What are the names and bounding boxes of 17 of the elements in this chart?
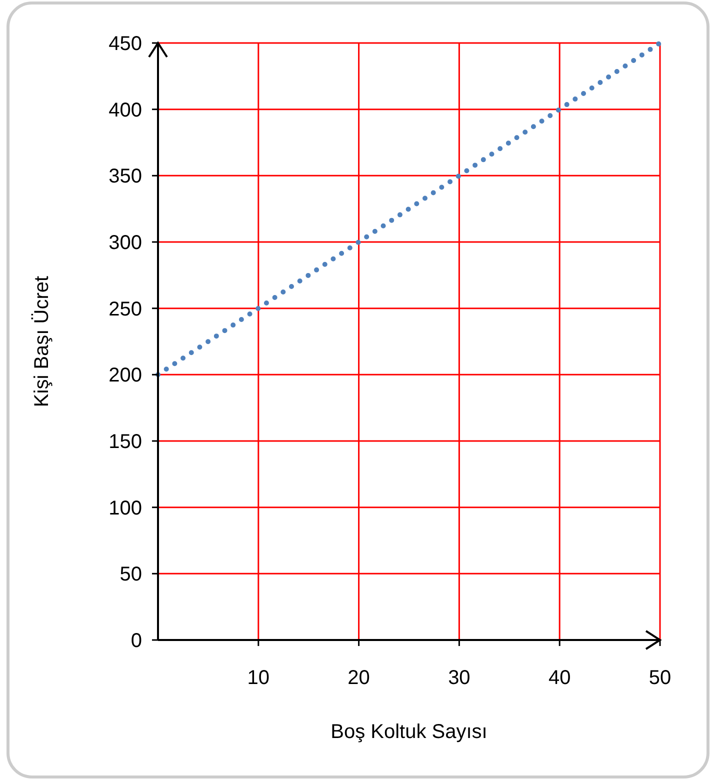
y-tick-label: 400 [108, 99, 142, 122]
y-tick-label: 350 [108, 166, 142, 188]
x-tick-label: 50 [648, 667, 672, 689]
y-tick-label: 150 [108, 431, 142, 453]
y-tick-label: 100 [108, 497, 142, 520]
x-tick-label: 10 [247, 667, 270, 689]
x-tick-label: 20 [348, 667, 370, 689]
y-axis-title: Kişi Başı Ücret [31, 275, 53, 408]
y-tick-label: 200 [108, 364, 142, 387]
x-tick-label: 40 [548, 667, 571, 689]
y-tick-label: 450 [108, 33, 142, 55]
x-tick-label: 30 [448, 667, 470, 689]
y-tick-label: 50 [120, 564, 142, 586]
x-axis-title: Boş Koltuk Sayısı [330, 721, 488, 743]
y-tick-label: 0 [130, 630, 142, 652]
y-tick-label: 250 [108, 298, 142, 320]
y-tick-label: 300 [108, 232, 142, 254]
